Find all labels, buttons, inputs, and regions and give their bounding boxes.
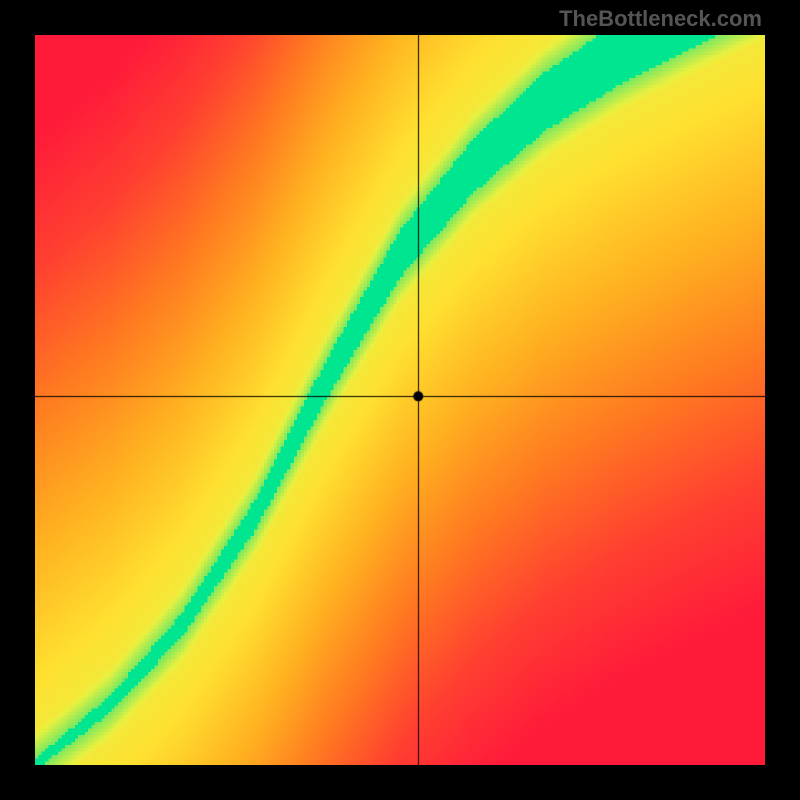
crosshair-overlay	[35, 35, 765, 765]
chart-container: TheBottleneck.com	[0, 0, 800, 800]
watermark-text: TheBottleneck.com	[559, 6, 762, 32]
